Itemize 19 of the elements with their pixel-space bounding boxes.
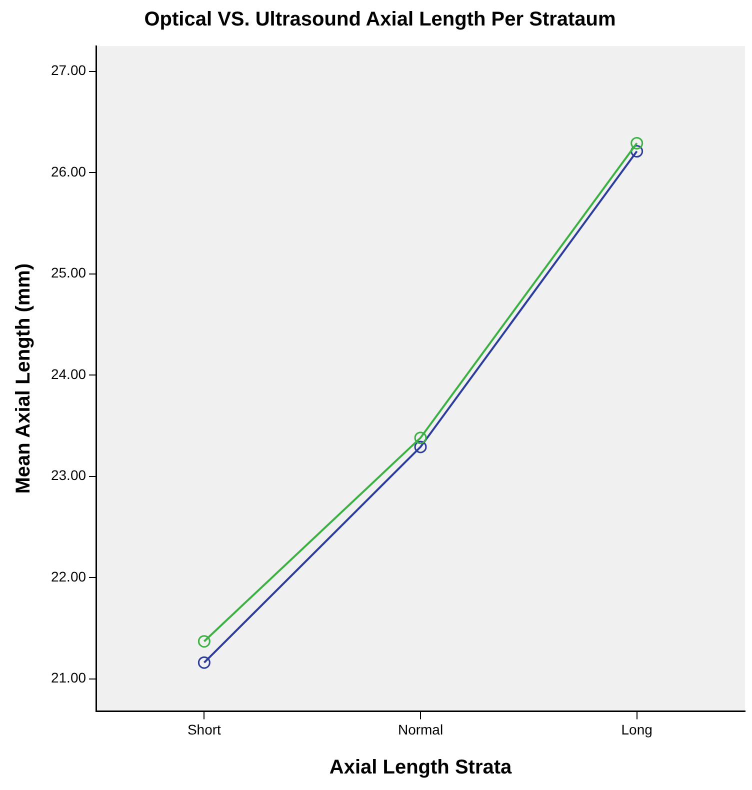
chart-title: Optical VS. Ultrasound Axial Length Per Strataum — [144, 8, 616, 31]
x-axis-title: Axial Length Strata — [329, 756, 513, 779]
point — [630, 136, 644, 150]
point — [630, 145, 644, 158]
y-tick-label: 22.00 — [50, 568, 86, 584]
y-tick-label: 21.00 — [50, 670, 86, 686]
y-tick-label: 23.00 — [50, 467, 86, 484]
y-tick-label: 27.00 — [50, 62, 86, 78]
point — [198, 635, 210, 648]
x-tick-label: Normal — [398, 721, 444, 738]
y-tick-label: 26.00 — [50, 163, 86, 180]
y-axis-title: Mean Axial Length (mm) — [12, 263, 35, 494]
x-tick-label: Short — [187, 721, 222, 738]
point — [414, 432, 427, 444]
y-tick-label: 25.00 — [50, 264, 86, 281]
point — [414, 440, 427, 454]
point — [198, 656, 210, 669]
y-tick-label: 24.00 — [50, 366, 86, 382]
x-tick-label: Long — [621, 721, 652, 738]
